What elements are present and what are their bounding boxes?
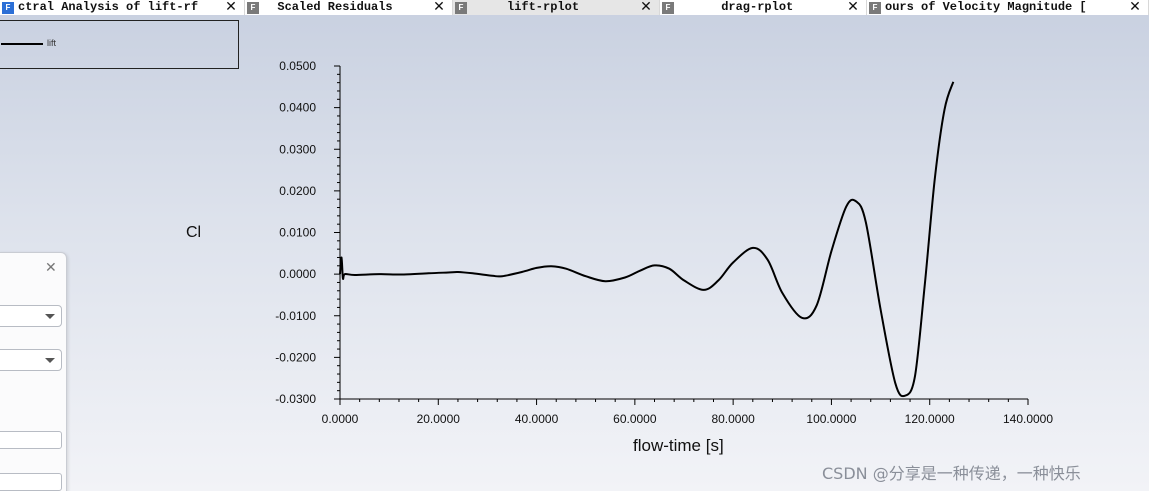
- tab-label: ours of Velocity Magnitude [: [885, 0, 1087, 14]
- panel-input-1[interactable]: [0, 431, 62, 449]
- panel-dropdown-2[interactable]: [0, 349, 62, 371]
- close-icon[interactable]: ✕: [225, 0, 237, 15]
- y-tick-label: 0.0200: [279, 184, 316, 198]
- x-axis-label: flow-time [s]: [633, 436, 724, 455]
- close-icon[interactable]: ✕: [640, 0, 652, 15]
- y-tick-label: -0.0100: [275, 309, 316, 323]
- y-tick-label: -0.0300: [275, 392, 316, 406]
- panel-input-2[interactable]: [0, 473, 62, 491]
- tab-label: lift-rplot: [471, 0, 580, 14]
- fluent-window-icon: F: [2, 1, 14, 14]
- fluent-window-icon: F: [662, 1, 674, 14]
- x-tick-label: 40.0000: [515, 412, 559, 426]
- tab-3[interactable]: F drag-rplot ✕: [660, 0, 867, 15]
- y-tick-label: 0.0400: [279, 101, 316, 115]
- y-tick-label: 0.0500: [279, 59, 316, 73]
- chart-legend: lift: [0, 20, 239, 69]
- panel-close-icon[interactable]: ✕: [45, 260, 57, 276]
- y-tick-label: -0.0200: [275, 350, 316, 364]
- y-axis-label: Cl: [186, 224, 202, 241]
- watermark: CSDN @分享是一种传递，一种快乐: [822, 464, 1081, 483]
- fluent-window-icon: F: [247, 1, 259, 14]
- tab-label: Scaled Residuals: [263, 0, 393, 14]
- fluent-window-icon: F: [455, 1, 467, 14]
- legend-label-lift: lift: [47, 38, 56, 48]
- y-tick-label: 0.0300: [279, 142, 316, 156]
- tab-label: ctral Analysis of lift-rf: [18, 0, 199, 14]
- close-icon[interactable]: ✕: [433, 0, 445, 15]
- chevron-down-icon: [45, 314, 55, 319]
- tab-label: drag-rplot: [678, 0, 794, 14]
- x-tick-label: 20.0000: [417, 412, 461, 426]
- y-tick-label: 0.0100: [279, 226, 316, 240]
- tab-2[interactable]: F lift-rplot ✕: [453, 0, 660, 15]
- x-tick-label: 60.0000: [613, 412, 657, 426]
- fluent-window-icon: F: [869, 1, 881, 14]
- x-tick-label: 0.0000: [322, 412, 359, 426]
- x-tick-label: 120.0000: [905, 412, 955, 426]
- settings-panel: ✕: [0, 252, 67, 491]
- close-icon[interactable]: ✕: [847, 0, 859, 15]
- tab-1[interactable]: F Scaled Residuals ✕: [245, 0, 453, 15]
- series-line-lift: [339, 81, 955, 398]
- x-tick-label: 100.0000: [806, 412, 856, 426]
- chevron-down-icon: [45, 358, 55, 363]
- close-icon[interactable]: ✕: [1129, 0, 1141, 15]
- x-tick-label: 80.0000: [711, 412, 755, 426]
- panel-dropdown-1[interactable]: [0, 305, 62, 327]
- legend-swatch-lift: [1, 43, 43, 45]
- x-tick-label: 140.0000: [1003, 412, 1053, 426]
- y-tick-label: 0.0000: [279, 267, 316, 281]
